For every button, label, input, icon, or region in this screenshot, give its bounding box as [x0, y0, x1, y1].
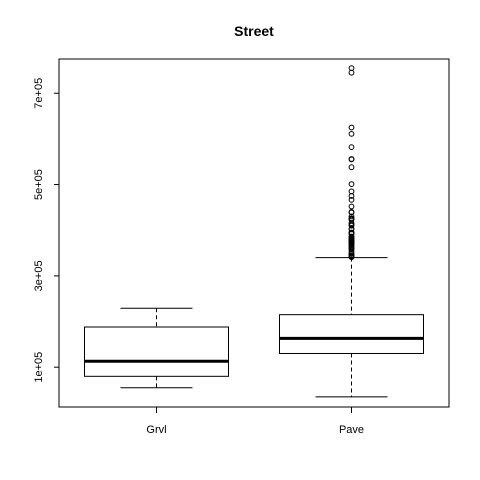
y-tick-label: 5e+05: [33, 169, 45, 200]
outlier-point: [348, 156, 355, 163]
outlier-point: [348, 193, 355, 199]
outlier-point: [348, 144, 355, 151]
y-axis: 1e+05 3e+05 5e+05 7e+05: [33, 78, 60, 383]
outlier-point: [348, 196, 355, 203]
outlier-point: [348, 222, 355, 229]
outlier-point: [348, 254, 355, 261]
x-axis: Grvl Pave: [146, 406, 364, 436]
chart-title: Street: [234, 23, 274, 39]
x-tick-label: Grvl: [146, 424, 166, 436]
box-iqr: [279, 314, 424, 354]
y-tick-label: 1e+05: [33, 352, 45, 383]
outlier-point: [348, 124, 355, 131]
boxes: [84, 65, 424, 398]
outlier-point: [348, 130, 355, 137]
outlier-point: [348, 203, 355, 210]
outlier-point: [348, 209, 355, 216]
outlier-point: [348, 65, 355, 72]
outlier-point: [348, 213, 355, 220]
outlier-point: [348, 181, 355, 187]
box-iqr: [84, 326, 229, 377]
y-tick-label: 3e+05: [33, 260, 45, 291]
y-tick-label: 7e+05: [33, 78, 45, 109]
outlier-point: [348, 164, 355, 171]
x-tick-label: Pave: [339, 424, 364, 436]
